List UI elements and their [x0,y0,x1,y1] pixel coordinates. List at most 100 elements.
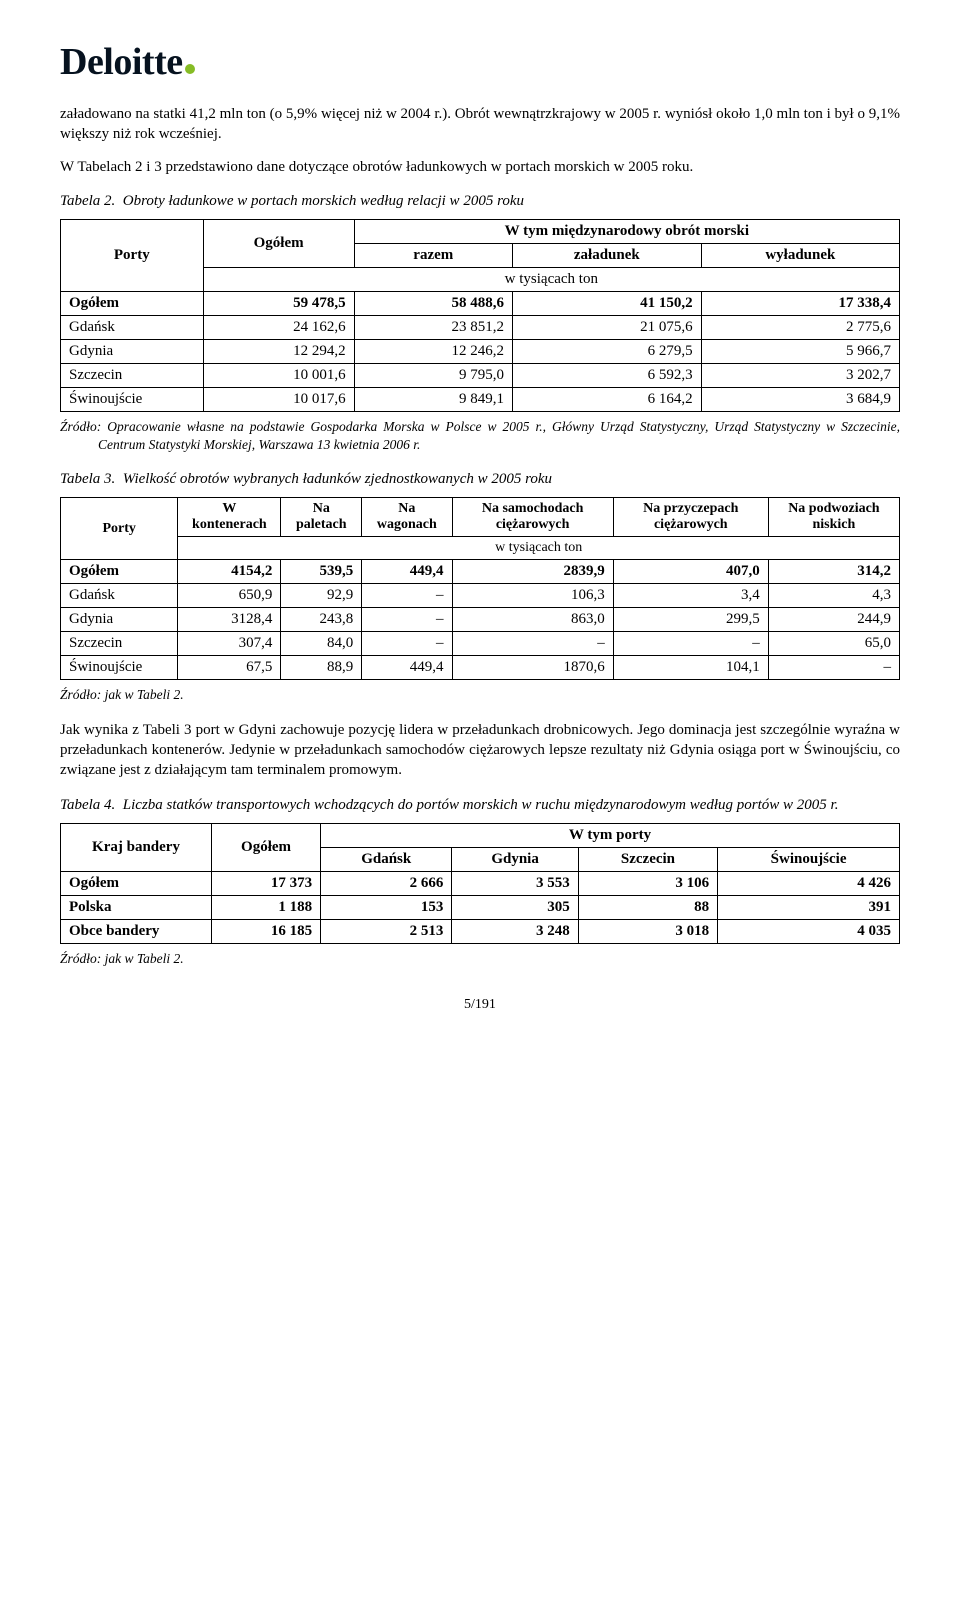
table-cell-label: Szczecin [61,632,178,656]
table3-header-row2: w tysiącach ton [61,537,900,560]
table2-h-razem: razem [354,244,512,268]
table-cell-label: Gdańsk [61,584,178,608]
table-cell-value: 6 279,5 [512,340,701,364]
page-number: 5/191 [60,997,900,1013]
table-cell-value: 59 478,5 [203,292,354,316]
table-cell-label: Obce bandery [61,919,212,943]
table-cell-value: 3128,4 [178,608,281,632]
table-cell-value: 65,0 [768,632,899,656]
table-row: Ogółem4154,2539,5449,42839,9407,0314,2 [61,560,900,584]
table-cell-value: 3,4 [613,584,768,608]
table4-h-wtym: W tym porty [321,823,900,847]
table-cell-value: 41 150,2 [512,292,701,316]
table2-h-porty: Porty [61,220,204,292]
table3-source: Źródło: jak w Tabeli 2. [98,686,900,704]
table2-h-ogolem: Ogółem [203,220,354,268]
table-cell-value: 3 553 [452,871,578,895]
table-row: Szczecin307,484,0–––65,0 [61,632,900,656]
table-cell-value: 17 338,4 [701,292,899,316]
table3-h-c2: Na paletach [281,498,362,537]
table-cell-value: 4,3 [768,584,899,608]
table-cell-label: Szczecin [61,364,204,388]
table3-h-c3: Na wagonach [362,498,452,537]
table-cell-value: 23 851,2 [354,316,512,340]
table-cell-value: – [362,584,452,608]
table-cell-value: 10 017,6 [203,388,354,412]
table-cell-value: 4 426 [718,871,900,895]
table4-source-text: jak w Tabeli 2. [105,951,184,966]
table-cell-value: 17 373 [212,871,321,895]
table3-caption-lead: Tabela 3. [60,471,115,487]
table-cell-value: 3 202,7 [701,364,899,388]
table-cell-label: Gdynia [61,340,204,364]
table3-h-unit: w tysiącach ton [178,537,900,560]
table4-h-kraj: Kraj bandery [61,823,212,871]
table-cell-value: 244,9 [768,608,899,632]
table-cell-value: 3 684,9 [701,388,899,412]
table-cell-value: 1870,6 [452,656,613,680]
table4-h-gdansk: Gdańsk [321,847,452,871]
table4-header-row1: Kraj bandery Ogółem W tym porty [61,823,900,847]
table2-h-wyl: wyładunek [701,244,899,268]
table-cell-value: 4 035 [718,919,900,943]
table-cell-value: 391 [718,895,900,919]
table-cell-label: Ogółem [61,871,212,895]
table3-h-c6: Na podwoziach niskich [768,498,899,537]
table-cell-value: 1 188 [212,895,321,919]
table2-h-unit: w tysiącach ton [203,268,899,292]
table2: Porty Ogółem W tym międzynarodowy obrót … [60,219,900,412]
table-cell-value: 12 246,2 [354,340,512,364]
table2-caption: Tabela 2. Obroty ładunkowe w portach mor… [60,191,900,211]
table3-source-text: jak w Tabeli 2. [105,687,184,702]
logo-text: Deloitte [60,40,183,84]
paragraph-2: W Tabelach 2 i 3 przedstawiono dane doty… [60,157,900,177]
table-row: Gdynia3128,4243,8–863,0299,5244,9 [61,608,900,632]
table-cell-label: Ogółem [61,560,178,584]
table4-h-gdynia: Gdynia [452,847,578,871]
table-cell-value: 67,5 [178,656,281,680]
table2-header-row1: Porty Ogółem W tym międzynarodowy obrót … [61,220,900,244]
table-cell-label: Polska [61,895,212,919]
table2-caption-text: Obroty ładunkowe w portach morskich wedł… [123,193,524,209]
table-row: Szczecin10 001,69 795,06 592,33 202,7 [61,364,900,388]
table-cell-value: 153 [321,895,452,919]
table2-caption-lead: Tabela 2. [60,193,115,209]
table3-h-c5: Na przyczepach ciężarowych [613,498,768,537]
table4-source-lead: Źródło: [60,951,101,966]
table-cell-label: Świnoujście [61,656,178,680]
table3-h-c4: Na samochodach ciężarowych [452,498,613,537]
table4-caption-lead: Tabela 4. [60,797,115,813]
logo: Deloitte [60,40,900,84]
table-cell-value: 2839,9 [452,560,613,584]
table-cell-value: – [768,656,899,680]
table-row: Gdańsk650,992,9–106,33,44,3 [61,584,900,608]
table4-h-swin: Świnoujście [718,847,900,871]
table-cell-value: 407,0 [613,560,768,584]
table-cell-value: 449,4 [362,560,452,584]
table2-source-text: Opracowanie własne na podstawie Gospodar… [98,419,900,452]
table-row: Ogółem59 478,558 488,641 150,217 338,4 [61,292,900,316]
table-cell-value: 6 592,3 [512,364,701,388]
table4-h-ogolem: Ogółem [212,823,321,871]
table-cell-value: 3 106 [578,871,717,895]
table-cell-value: – [362,632,452,656]
table-cell-value: 863,0 [452,608,613,632]
table-cell-value: 92,9 [281,584,362,608]
table-cell-value: 10 001,6 [203,364,354,388]
logo-dot-icon [185,64,195,74]
table-cell-label: Świnoujście [61,388,204,412]
table-cell-value: 9 795,0 [354,364,512,388]
table-cell-value: 104,1 [613,656,768,680]
table4-source: Źródło: jak w Tabeli 2. [98,950,900,968]
table-cell-value: 84,0 [281,632,362,656]
table-cell-value: 4154,2 [178,560,281,584]
table-cell-value: 2 513 [321,919,452,943]
table-cell-label: Ogółem [61,292,204,316]
table4-caption-text: Liczba statków transportowych wchodzącyc… [123,797,839,813]
table4-caption: Tabela 4. Liczba statków transportowych … [60,795,900,815]
table3: Porty W kontenerach Na paletach Na wagon… [60,497,900,680]
table-cell-value: – [613,632,768,656]
table-cell-value: 6 164,2 [512,388,701,412]
table-cell-value: 305 [452,895,578,919]
table-row: Gdynia12 294,212 246,26 279,55 966,7 [61,340,900,364]
